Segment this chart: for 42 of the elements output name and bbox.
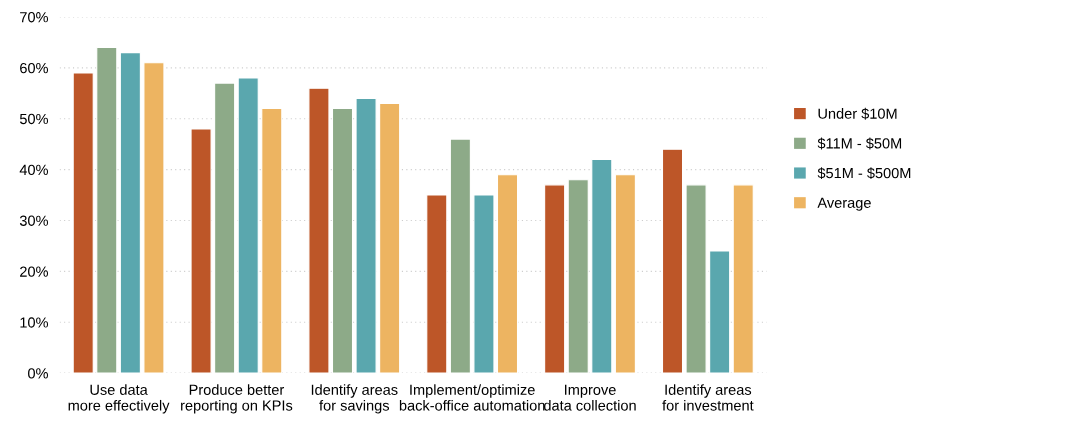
legend-label: Under $10M xyxy=(818,107,897,120)
bar xyxy=(214,82,236,374)
bar xyxy=(143,62,165,374)
y-tick-label: 50% xyxy=(19,113,49,125)
bar xyxy=(685,184,707,374)
x-tick-label: Identify areas for investment xyxy=(662,384,754,411)
x-tick-label: Identify areas for savings xyxy=(311,384,398,414)
y-tick-label: 10% xyxy=(20,317,49,328)
bar xyxy=(709,250,731,374)
bar xyxy=(261,107,283,374)
bar xyxy=(544,184,566,374)
bar xyxy=(331,107,354,374)
bar xyxy=(190,128,212,374)
y-tick-label: 60% xyxy=(20,62,49,74)
bar xyxy=(355,97,377,374)
bar xyxy=(72,72,94,374)
x-tick-label: Use data more effectively xyxy=(68,384,170,414)
legend-label: $11M - $50M xyxy=(817,137,902,150)
y-tick-label: 0% xyxy=(28,368,49,379)
bar xyxy=(379,102,401,374)
bar xyxy=(473,194,495,374)
bar xyxy=(449,138,471,374)
bar xyxy=(567,179,589,374)
bar xyxy=(614,174,636,374)
bar xyxy=(591,158,613,374)
bar xyxy=(237,77,259,374)
legend-label: Average xyxy=(817,197,871,211)
bar xyxy=(496,174,519,374)
y-tick-label: 70% xyxy=(20,12,49,23)
x-tick-label: Produce better reporting on KPIs xyxy=(181,384,293,414)
y-tick-label: 40% xyxy=(19,164,49,176)
bar xyxy=(119,52,141,374)
bar xyxy=(426,194,448,374)
y-tick-label: 30% xyxy=(19,215,49,226)
x-tick-label: Implement/optimize back-office automation xyxy=(399,384,545,411)
legend-label: $51M - $500M xyxy=(817,167,911,180)
bar xyxy=(308,87,330,374)
bar xyxy=(732,184,754,374)
bar xyxy=(96,46,118,374)
x-tick-label: Improve data collection xyxy=(544,384,636,411)
y-tick-label: 20% xyxy=(20,266,49,277)
bar xyxy=(661,148,684,374)
